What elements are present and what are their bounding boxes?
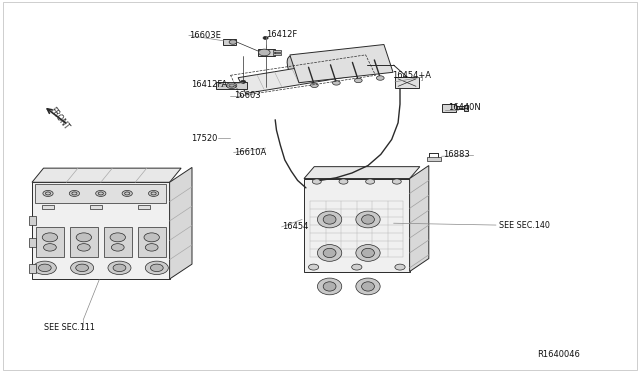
Circle shape [145,244,158,251]
Circle shape [96,190,106,196]
Text: 16603: 16603 [234,92,260,100]
Polygon shape [32,168,181,182]
Circle shape [145,261,168,275]
Ellipse shape [356,278,380,295]
Circle shape [376,76,384,80]
Polygon shape [304,167,420,179]
Polygon shape [395,77,419,88]
Circle shape [333,81,340,85]
Polygon shape [304,179,410,272]
Circle shape [395,264,405,270]
Circle shape [312,179,321,184]
Bar [138,205,150,209]
Circle shape [43,190,53,196]
Circle shape [76,264,88,272]
Circle shape [308,264,319,270]
Bar [273,53,281,55]
Bar [29,264,36,273]
Circle shape [69,190,79,196]
Ellipse shape [317,245,342,261]
Bar [29,216,36,225]
Circle shape [70,261,93,275]
Circle shape [352,264,362,270]
Bar [42,205,54,209]
Text: 16454: 16454 [282,222,308,231]
Circle shape [42,233,58,242]
Circle shape [113,264,126,272]
Bar [442,104,456,112]
Circle shape [33,261,56,275]
Polygon shape [35,184,166,203]
Circle shape [227,83,237,89]
Circle shape [339,179,348,184]
Bar [456,106,465,109]
Circle shape [108,261,131,275]
Bar [464,105,468,111]
Text: 16412F: 16412F [266,30,297,39]
Polygon shape [138,227,166,257]
Bar [258,49,275,56]
Text: 16440N: 16440N [448,103,481,112]
Text: SEE SEC.111: SEE SEC.111 [44,323,94,332]
Ellipse shape [362,282,374,291]
Ellipse shape [317,278,342,295]
Ellipse shape [317,211,342,228]
Text: 16412FA: 16412FA [191,80,227,89]
Ellipse shape [362,248,374,257]
Circle shape [76,233,92,242]
Bar [223,39,236,45]
Bar [90,205,102,209]
Circle shape [122,190,132,196]
Bar [29,238,36,247]
Bar [427,157,441,161]
Circle shape [392,179,401,184]
Text: FRONT: FRONT [48,105,71,131]
Circle shape [150,264,163,272]
Text: 16603E: 16603E [189,31,221,40]
Circle shape [229,40,237,44]
Text: 16454+A: 16454+A [392,71,431,80]
Bar [273,50,281,52]
Circle shape [355,78,362,83]
Ellipse shape [323,282,336,291]
Ellipse shape [356,245,380,261]
Polygon shape [410,166,429,272]
Circle shape [259,49,270,56]
Circle shape [77,244,90,251]
Circle shape [44,244,56,251]
Circle shape [241,80,246,83]
Ellipse shape [356,211,380,228]
Ellipse shape [362,215,374,224]
Circle shape [38,264,51,272]
Polygon shape [36,227,64,257]
Ellipse shape [287,56,301,81]
Circle shape [148,190,159,196]
Text: R1640046: R1640046 [538,350,580,359]
Polygon shape [170,167,192,279]
Ellipse shape [323,248,336,257]
Polygon shape [238,57,371,93]
Polygon shape [70,227,98,257]
Bar [216,82,247,89]
Text: 16883: 16883 [444,150,470,159]
Ellipse shape [323,215,336,224]
Polygon shape [104,227,132,257]
Circle shape [310,83,318,87]
Text: 17520: 17520 [191,134,217,143]
Text: 16610A: 16610A [234,148,266,157]
Polygon shape [32,182,170,279]
Circle shape [263,36,268,39]
Circle shape [110,233,125,242]
Circle shape [365,179,374,184]
Text: SEE SEC.140: SEE SEC.140 [499,221,550,230]
Polygon shape [290,45,393,83]
Circle shape [111,244,124,251]
Circle shape [144,233,159,242]
